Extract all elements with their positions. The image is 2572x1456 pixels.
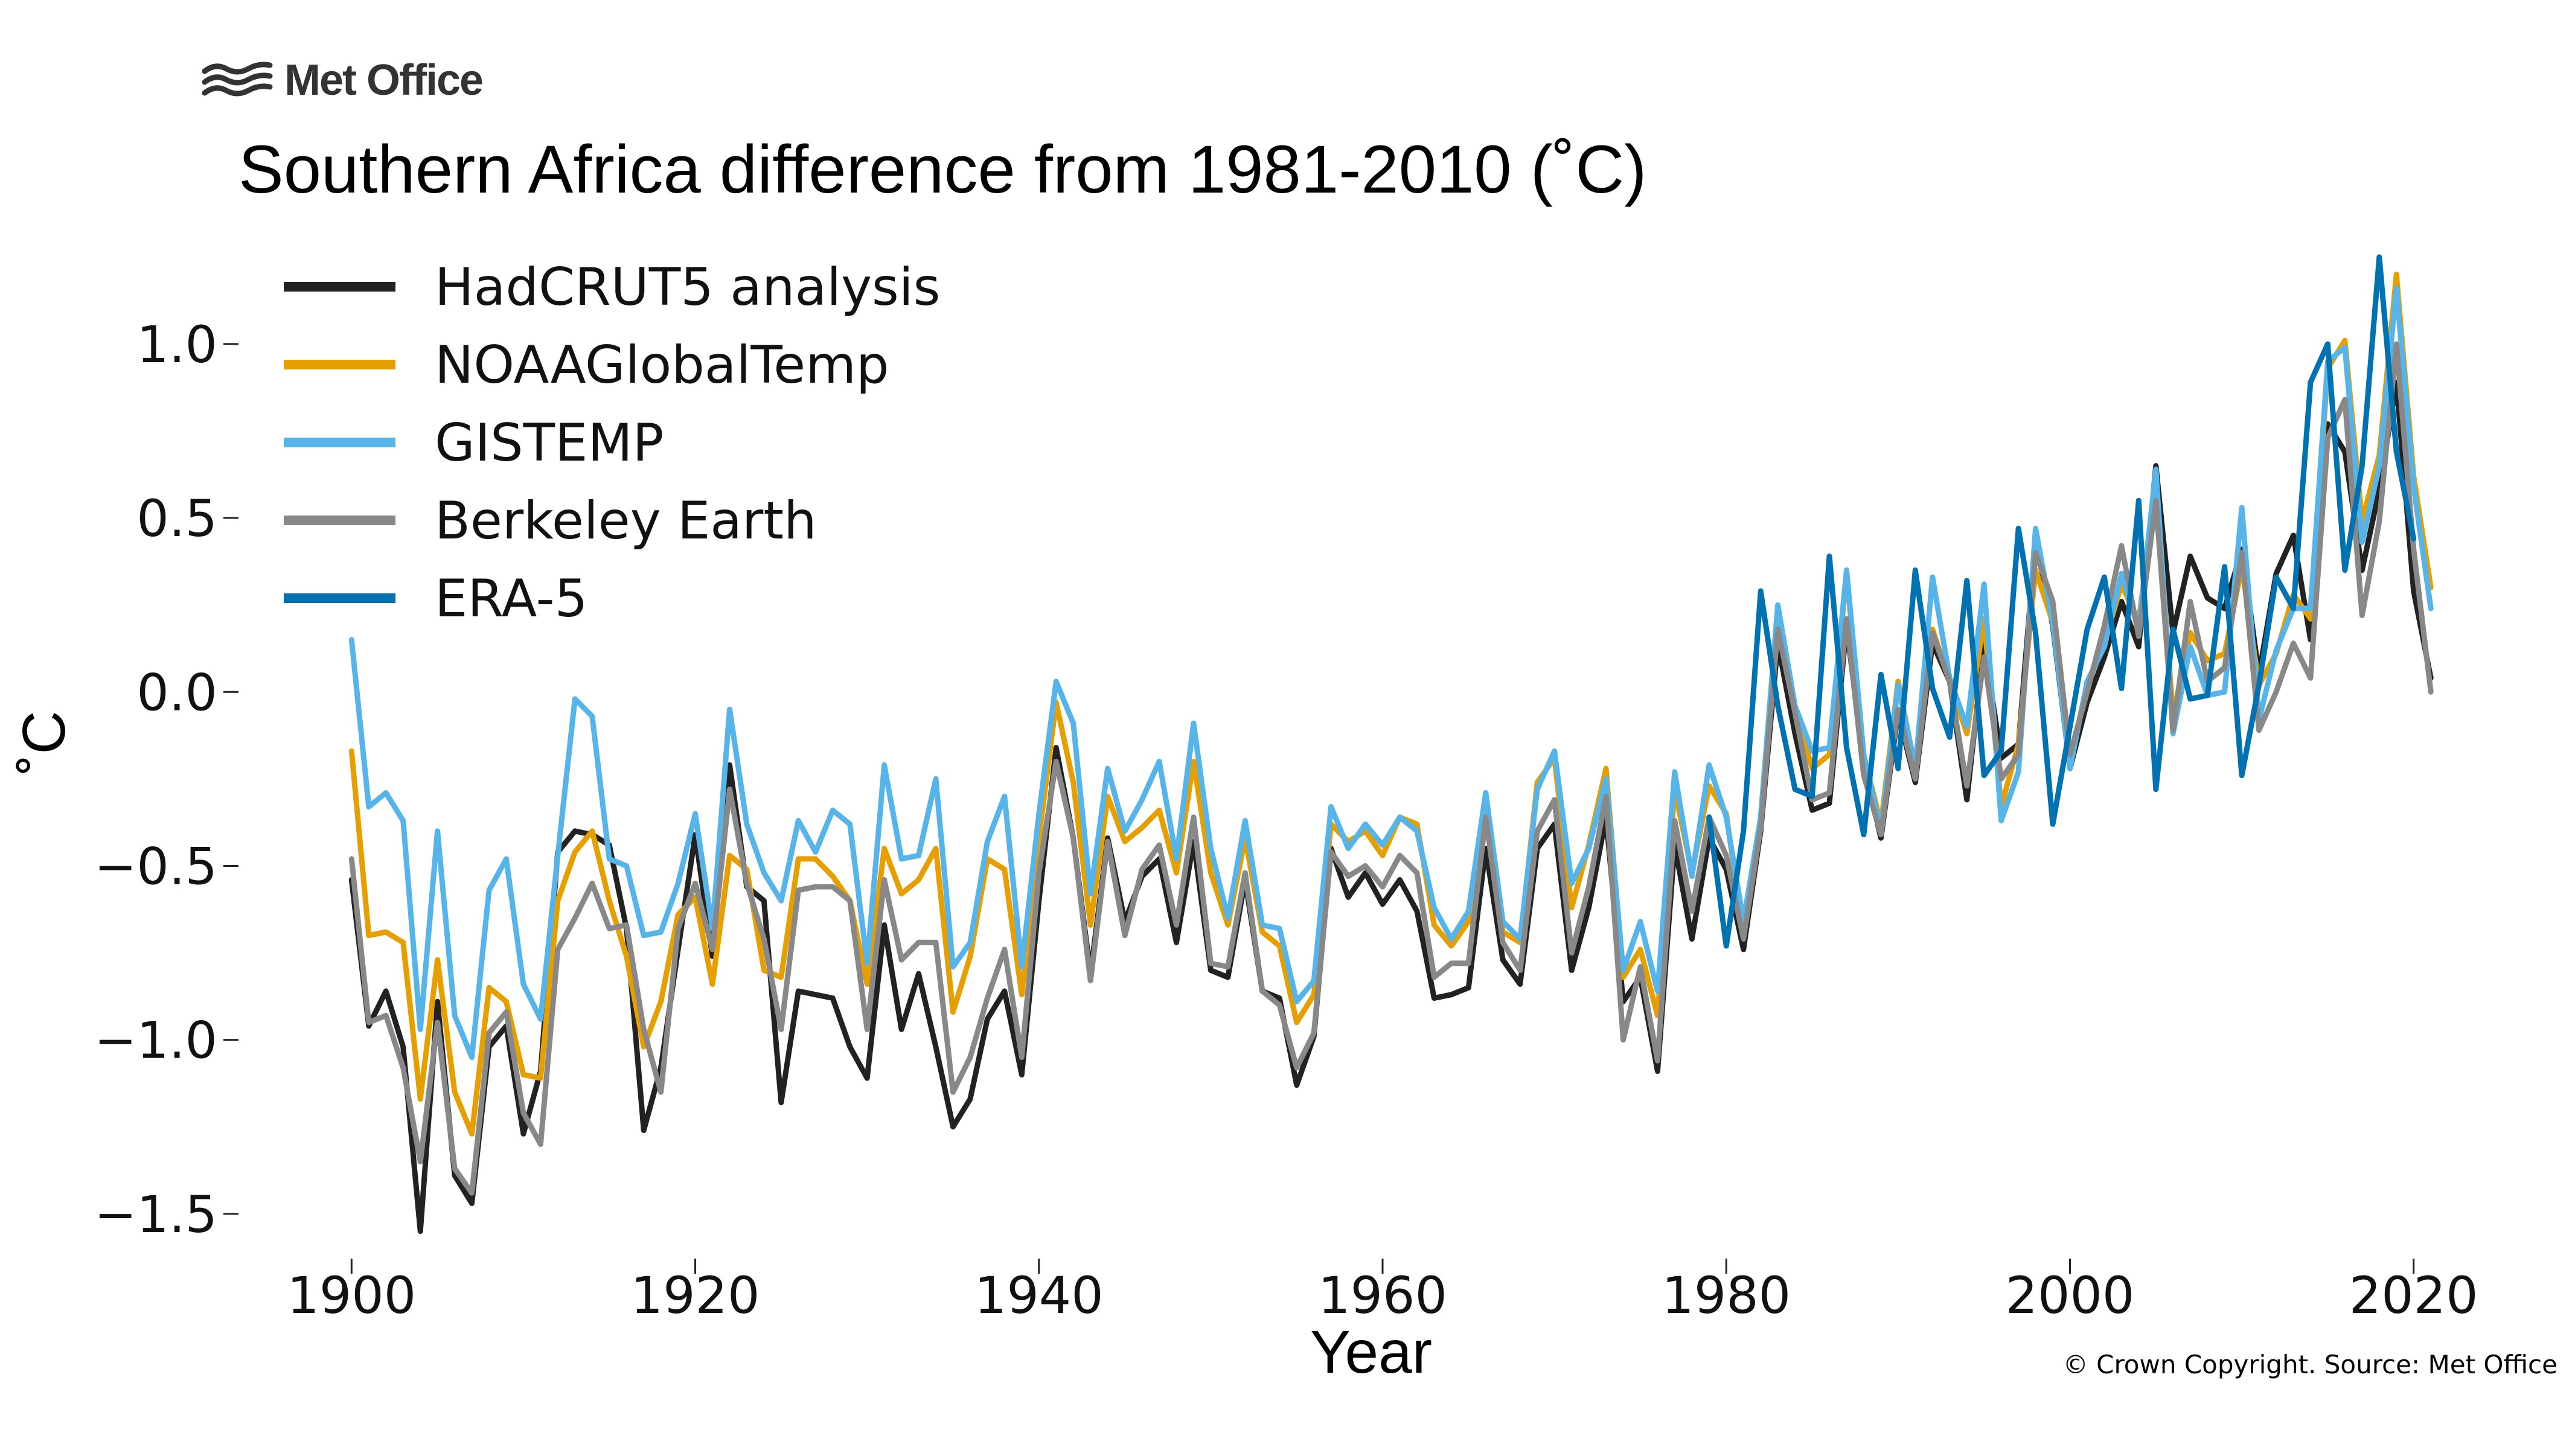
y-tick-label: −1.0 <box>94 1011 217 1070</box>
met-office-logo: Met Office <box>202 53 484 107</box>
series-line-era-5 <box>1706 254 2417 949</box>
copyright-credit: © Crown Copyright. Source: Met Office <box>2062 1350 2558 1379</box>
x-tick-label: 2020 <box>2349 1266 2478 1325</box>
legend: HadCRUT5 analysis NOAAGlobalTemp GISTEMP Be… <box>284 257 941 629</box>
x-tick-label: 1920 <box>631 1266 760 1325</box>
series-line-hadcrut5-analysis <box>348 379 2434 1234</box>
series-layer <box>348 254 2434 1234</box>
x-axis-label: Year <box>1310 1318 1433 1386</box>
chart-title: Southern Africa difference from 1981-201… <box>238 132 1647 207</box>
legend-label: NOAAGlobalTemp <box>435 335 889 395</box>
y-tick-label: −0.5 <box>94 837 217 896</box>
series-line-berkeley-earth <box>348 341 2434 1196</box>
wave-logo-icon <box>202 62 273 97</box>
legend-label: ERA-5 <box>435 569 587 629</box>
x-tick-label: 1960 <box>1318 1266 1447 1325</box>
series-line-noaaglobaltemp <box>348 272 2434 1137</box>
x-axis: 1900 1920 1940 1960 1980 2000 2020 <box>287 1259 2478 1325</box>
x-tick-label: 2000 <box>2006 1266 2135 1325</box>
y-tick-label: 0.5 <box>136 489 217 548</box>
y-tick-label: 1.0 <box>136 315 217 374</box>
y-tick-label: −1.5 <box>94 1185 217 1244</box>
legend-label: GISTEMP <box>435 413 664 473</box>
x-tick-label: 1980 <box>1662 1266 1791 1325</box>
x-tick-label: 1900 <box>287 1266 416 1325</box>
legend-label: Berkeley Earth <box>435 491 817 551</box>
y-axis: −1.5 −1.0 −0.5 0.0 0.5 1.0 <box>94 315 238 1244</box>
x-tick-label: 1940 <box>974 1266 1104 1325</box>
y-tick-label: 0.0 <box>136 663 217 722</box>
legend-label: HadCRUT5 analysis <box>435 257 941 318</box>
logo-text: Met Office <box>284 56 484 104</box>
